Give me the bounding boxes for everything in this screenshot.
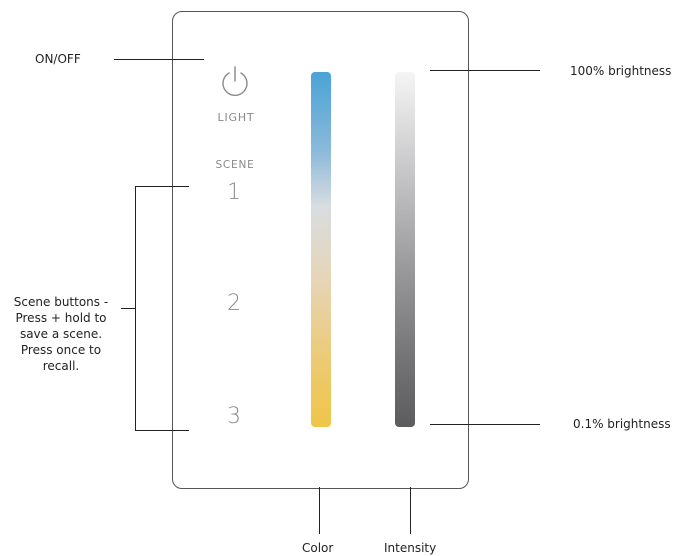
scene-label: SCENE [215, 159, 255, 171]
color-slider[interactable] [311, 72, 331, 427]
intensity-slider[interactable] [395, 72, 415, 427]
brightness-max-leader [430, 70, 540, 71]
scene-bracket-vertical [135, 186, 136, 430]
scene-button-3[interactable]: 3 [227, 404, 241, 429]
light-label: LIGHT [217, 111, 255, 124]
scene-bracket-bottom [135, 430, 189, 431]
scene-callout-line: Press once to [20, 343, 102, 357]
scene-bracket-top [135, 186, 189, 187]
scene-callout-line: Press + hold to [15, 311, 107, 325]
intensity-callout: Intensity [384, 541, 437, 555]
power-icon[interactable] [219, 64, 251, 98]
scene-button-1[interactable]: 1 [227, 180, 241, 205]
scene-button-2[interactable]: 2 [227, 291, 241, 316]
brightness-max-callout: 100% brightness [570, 64, 672, 78]
color-leader [319, 487, 320, 534]
scene-bracket-tick [121, 308, 135, 309]
brightness-min-leader [430, 424, 540, 425]
brightness-min-callout: 0.1% brightness [573, 417, 671, 431]
scene-callout-line: Scene buttons - [13, 295, 109, 309]
scene-buttons-callout: Scene buttons - Press + hold to save a s… [4, 294, 118, 374]
on-off-callout: ON/OFF [35, 52, 81, 66]
scene-callout-line: recall. [42, 359, 80, 373]
scene-callout-line: save a scene. [19, 327, 103, 341]
intensity-leader [410, 487, 411, 534]
on-off-leader [114, 59, 204, 60]
color-callout: Color [302, 541, 334, 555]
